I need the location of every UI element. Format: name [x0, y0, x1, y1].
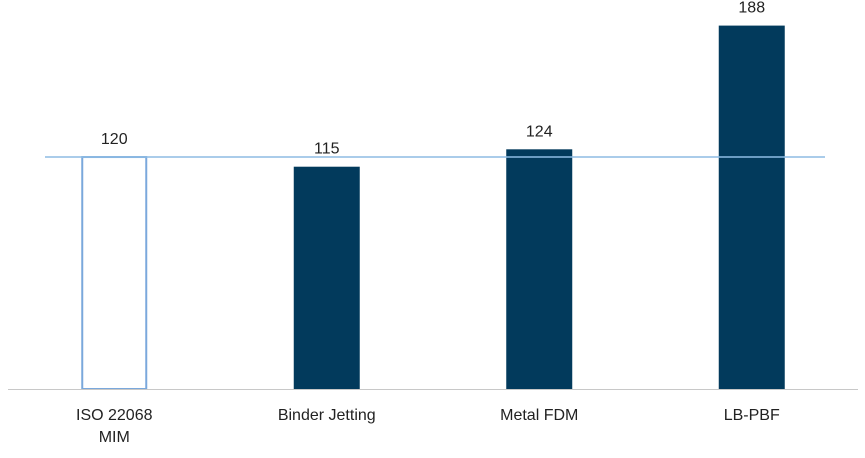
data-label-0: 120 [101, 131, 128, 148]
data-label-1: 115 [314, 141, 340, 158]
bar-2 [506, 149, 573, 389]
tick-label-2: Metal FDM [500, 407, 578, 424]
bars-layer [81, 25, 785, 390]
tick-label-3: LB-PBF [724, 407, 780, 424]
tick-labels-layer: ISO 22068 MIM Binder Jetting Metal FDM LB-PB… [76, 407, 780, 446]
data-label-3: 188 [738, 0, 765, 17]
data-labels-layer: 120 115 124 188 [101, 0, 765, 158]
tick-label-1: Binder Jetting [278, 407, 376, 424]
bar-0 [81, 156, 148, 390]
data-label-2: 124 [526, 123, 553, 140]
tick-label-0: ISO 22068 MIM [76, 407, 153, 446]
bar-1 [293, 166, 360, 389]
bar-3 [718, 25, 785, 389]
